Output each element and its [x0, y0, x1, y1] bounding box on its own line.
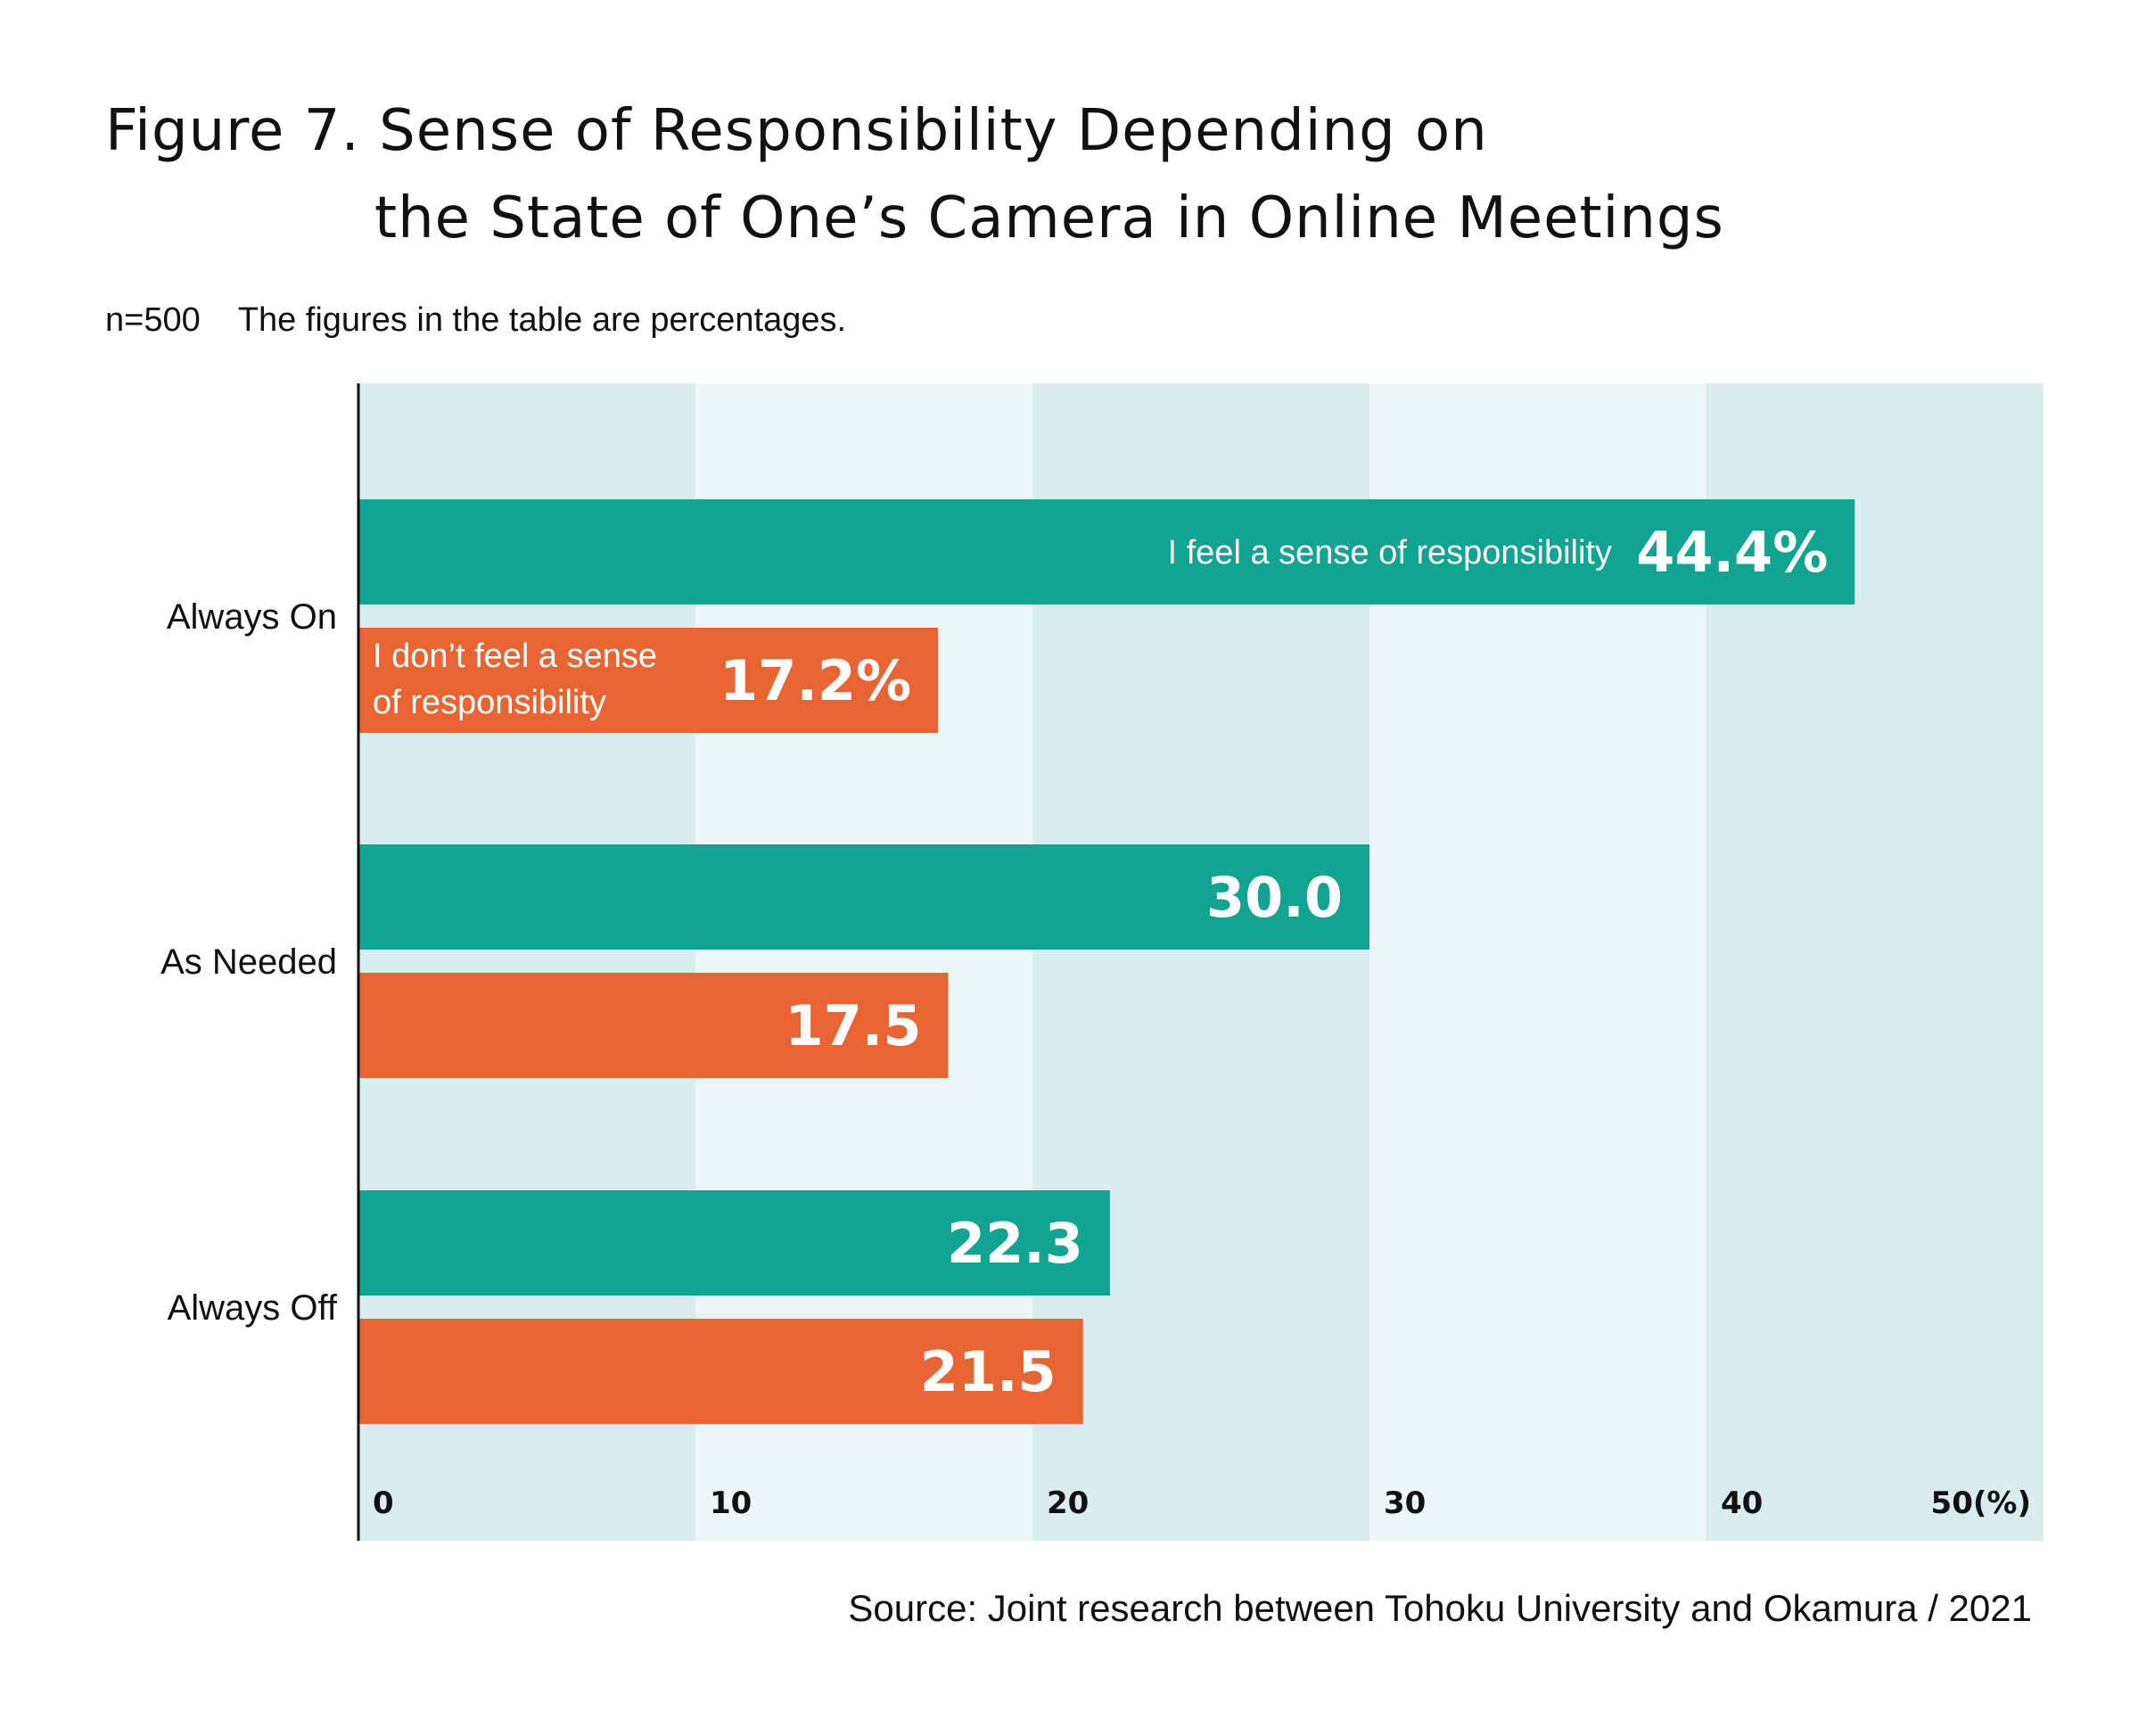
x-tick-label: 0 [373, 1485, 394, 1521]
series-label-not-feel: of responsibility [373, 684, 606, 721]
bar-value-label: 21.5 [920, 1339, 1057, 1404]
series-label-not-feel: I don’t feel a sense [373, 638, 657, 675]
bar [358, 844, 1369, 950]
category-label: Always On [167, 597, 337, 637]
category-label: Always Off [168, 1288, 338, 1328]
bar-value-label: 44.4% [1636, 520, 1828, 585]
bar [358, 628, 939, 733]
bar-value-label: 22.3 [947, 1211, 1083, 1276]
x-tick-label: 50(%) [1931, 1485, 2031, 1521]
bar-value-label: 17.2% [720, 648, 911, 713]
bar-value-label: 30.0 [1206, 865, 1343, 930]
chart-title-line-1: Figure 7. Sense of Responsibility Depend… [105, 98, 1488, 164]
bar-value-label: 17.5 [785, 993, 922, 1058]
chart-title-line-2: the State of One’s Camera in Online Meet… [374, 185, 1724, 251]
bar [358, 1319, 1083, 1424]
series-label-feel: I feel a sense of responsibility [1168, 534, 1613, 572]
bar [358, 499, 1855, 605]
x-tick-label: 10 [710, 1485, 752, 1521]
category-label: As Needed [160, 942, 337, 982]
source-note: Source: Joint research between Tohoku Un… [848, 1587, 2032, 1629]
chart-subtitle: n=500 The figures in the table are percen… [105, 301, 846, 340]
x-tick-label: 20 [1047, 1485, 1089, 1521]
subtitle-note: The figures in the table are percentages… [237, 301, 847, 339]
bar [358, 973, 949, 1078]
sample-size: n=500 [105, 301, 201, 339]
x-tick-label: 30 [1384, 1485, 1426, 1521]
x-tick-label: 40 [1721, 1485, 1763, 1521]
bar [358, 1190, 1110, 1296]
